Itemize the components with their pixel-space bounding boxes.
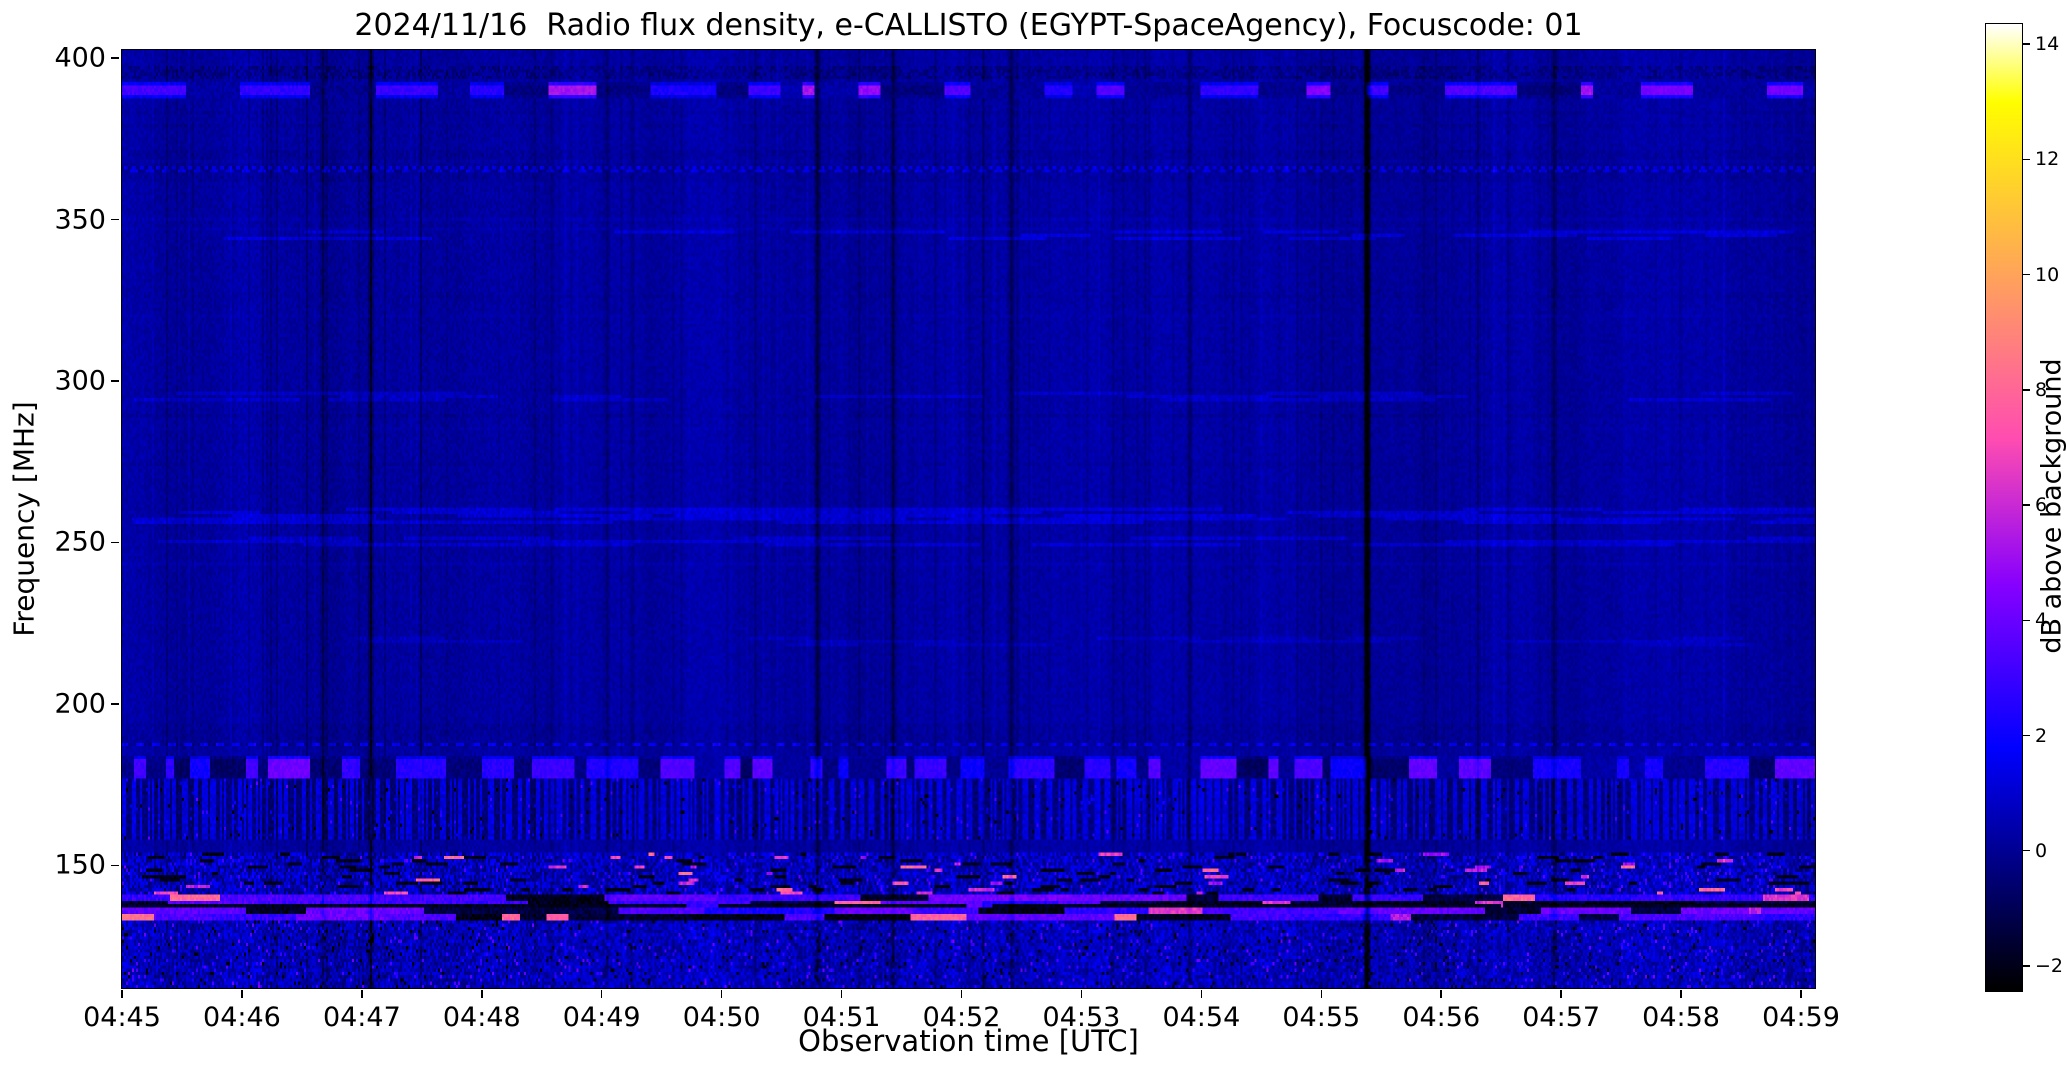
x-tick-label: 04:45: [83, 1002, 161, 1033]
x-tick-label: 04:51: [802, 1002, 881, 1033]
x-tick-label: 04:59: [1762, 1002, 1840, 1033]
y-tick-label: 200: [54, 688, 106, 720]
y-tick-mark: [111, 380, 119, 382]
colorbar-tick-label: 10: [2035, 263, 2060, 286]
y-tick-mark: [111, 703, 119, 705]
y-tick-mark: [111, 864, 119, 867]
x-tick-label: 04:57: [1522, 1002, 1601, 1033]
x-tick-mark: [1440, 990, 1442, 998]
x-tick-mark: [1560, 990, 1562, 998]
x-tick-mark: [361, 990, 363, 998]
colorbar-tick-mark: [2023, 43, 2030, 45]
y-tick-label: 350: [54, 204, 106, 236]
colorbar-tick-label: 6: [2035, 494, 2048, 517]
x-tick-mark: [720, 990, 723, 998]
x-tick-label: 04:46: [203, 1002, 281, 1033]
x-tick-label: 04:50: [682, 1002, 761, 1033]
colorbar-tick-label: 0: [2035, 839, 2048, 862]
x-tick-mark: [600, 990, 603, 998]
x-tick-mark: [1200, 990, 1203, 998]
colorbar-tick-mark: [2023, 504, 2030, 506]
colorbar-tick-mark: [2023, 619, 2030, 622]
y-tick-label: 300: [54, 365, 106, 397]
x-tick-label: 04:48: [442, 1002, 521, 1033]
x-tick-label: 04:47: [322, 1002, 401, 1033]
y-tick-label: 150: [54, 849, 106, 881]
x-tick-mark: [960, 990, 963, 998]
x-tick-mark: [481, 990, 483, 998]
x-tick-mark: [121, 990, 123, 998]
colorbar-tick-mark: [2023, 965, 2030, 967]
x-tick-label: 04:49: [562, 1002, 641, 1033]
colorbar-tick-mark: [2023, 389, 2030, 391]
spectrogram-heatmap: [122, 50, 1815, 988]
colorbar-tick-mark: [2023, 849, 2030, 852]
x-tick-mark: [840, 990, 843, 998]
colorbar-tick-mark: [2023, 158, 2030, 161]
colorbar-tick-label: 14: [2035, 33, 2060, 56]
y-tick-mark: [111, 57, 119, 59]
y-axis-label: Frequency [MHz]: [7, 401, 41, 637]
x-tick-mark: [1680, 990, 1682, 998]
colorbar-tick-mark: [2023, 734, 2030, 737]
x-axis-label: Observation time [UTC]: [798, 1024, 1139, 1058]
colorbar-gradient: [1986, 24, 2022, 991]
colorbar-tick-label: 8: [2035, 378, 2048, 401]
colorbar-tick-label: 2: [2035, 724, 2048, 747]
y-tick-mark: [111, 541, 119, 544]
x-tick-label: 04:58: [1642, 1002, 1720, 1033]
y-tick-mark: [111, 218, 119, 221]
x-tick-label: 04:54: [1162, 1002, 1241, 1033]
x-tick-mark: [1320, 990, 1323, 998]
x-tick-mark: [1080, 990, 1083, 998]
colorbar-tick-label: −2: [2035, 954, 2064, 977]
x-tick-label: 04:55: [1282, 1002, 1361, 1033]
x-tick-mark: [1800, 990, 1802, 998]
colorbar-tick-mark: [2023, 273, 2030, 276]
y-tick-label: 400: [54, 42, 106, 74]
chart-title: 2024/11/16 Radio flux density, e-CALLIST…: [354, 8, 1583, 43]
x-tick-label: 04:53: [1042, 1002, 1121, 1033]
x-tick-label: 04:52: [922, 1002, 1001, 1033]
plot-area: [121, 49, 1816, 989]
colorbar: [1985, 23, 2023, 992]
y-tick-label: 250: [54, 526, 106, 558]
x-tick-label: 04:56: [1402, 1002, 1481, 1033]
colorbar-tick-label: 12: [2035, 148, 2060, 171]
colorbar-tick-label: 4: [2035, 609, 2048, 632]
x-tick-mark: [241, 990, 243, 998]
